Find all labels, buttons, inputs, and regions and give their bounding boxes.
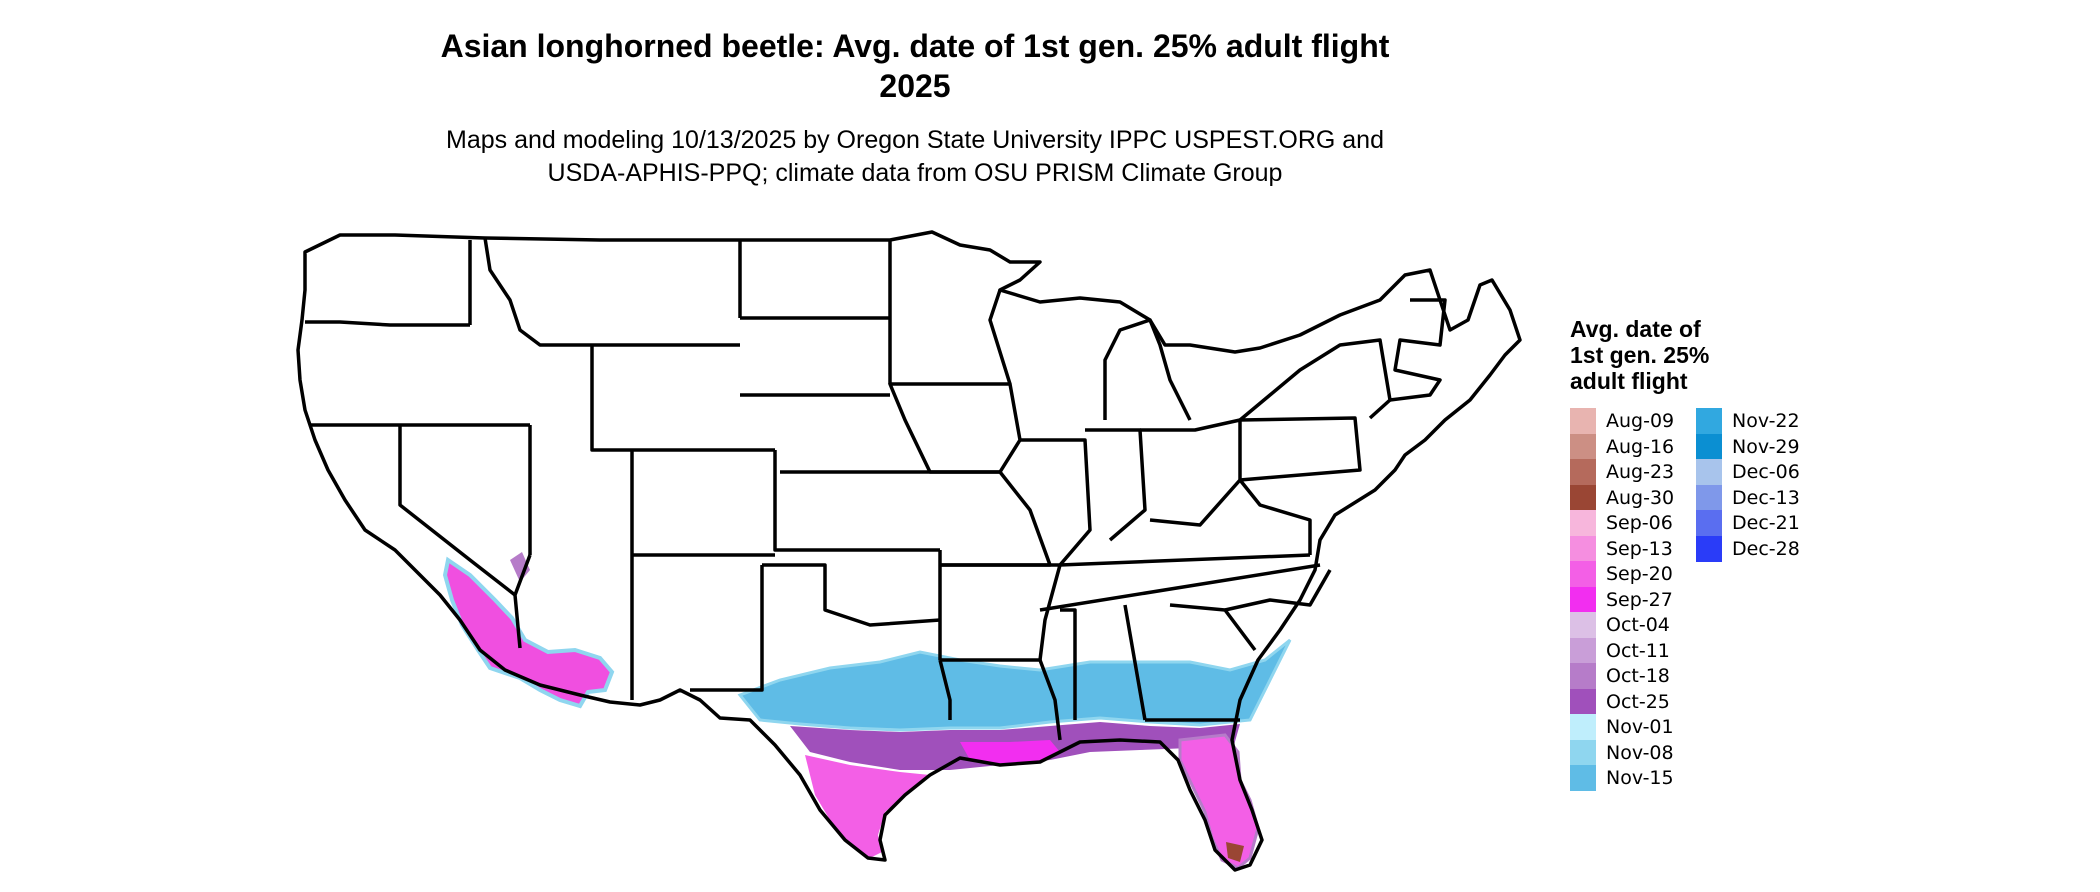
- legend-label: Aug-30: [1606, 486, 1675, 509]
- legend-label: Oct-18: [1606, 665, 1670, 687]
- legend-label: Dec-28: [1732, 537, 1800, 560]
- border-ny: [1238, 338, 1392, 422]
- border-la-ms: [1038, 659, 1062, 741]
- legend-label: Oct-04: [1606, 614, 1670, 636]
- border-ky-tn: [1059, 553, 1311, 567]
- legend-swatch: [1570, 739, 1596, 766]
- region-gulf-blue: [737, 638, 1292, 732]
- legend: Avg. date of 1st gen. 25% adult flight A…: [1570, 316, 1950, 791]
- map-subtitle: Maps and modeling 10/13/2025 by Oregon S…: [0, 124, 1830, 190]
- region-louisiana-coast: [960, 740, 1060, 765]
- border-al-ga: [1123, 604, 1147, 721]
- legend-label: Nov-29: [1732, 435, 1800, 458]
- border-mn-wi: [988, 289, 1012, 385]
- border-in: [1085, 428, 1147, 542]
- legend-swatch: [1696, 459, 1722, 485]
- map-title: Asian longhorned beetle: Avg. date of 1s…: [0, 26, 1830, 106]
- border-ia: [888, 382, 1022, 474]
- legend-swatch: [1570, 408, 1596, 434]
- legend-label: Sep-20: [1606, 563, 1673, 585]
- country-outline: [296, 230, 1522, 872]
- legend-swatch: [1570, 586, 1596, 613]
- legend-label: Sep-13: [1606, 537, 1673, 560]
- border-new-england: [1389, 298, 1447, 402]
- state-borders: [296, 230, 1522, 872]
- border-wa-or: [305, 320, 470, 327]
- border-ms-al: [1060, 608, 1077, 720]
- border-wy-co: [590, 345, 775, 452]
- legend-label: Nov-15: [1606, 767, 1674, 789]
- border-il: [1020, 438, 1092, 567]
- legend-title-line: adult flight: [1570, 368, 1688, 394]
- legend-label: Aug-09: [1606, 410, 1675, 432]
- border-nm-tx: [690, 565, 764, 692]
- region-florida: [1178, 733, 1260, 870]
- legend-swatch: [1696, 510, 1722, 536]
- prediction-areas: [442, 552, 1292, 870]
- subtitle-line-1: Maps and modeling 10/13/2025 by Oregon S…: [446, 126, 1384, 154]
- border-nv-az: [513, 554, 532, 649]
- border-mo: [930, 470, 1052, 567]
- region-florida-tip: [1226, 842, 1244, 862]
- border-pa: [1239, 416, 1362, 482]
- border-ga-sc: [1169, 603, 1257, 652]
- legend-label: Dec-21: [1732, 512, 1800, 534]
- legend-title-line: 1st gen. 25%: [1570, 342, 1710, 368]
- legend-swatch: [1570, 535, 1596, 562]
- legend-label: Oct-25: [1606, 690, 1670, 713]
- legend-swatch: [1570, 459, 1596, 485]
- legend-swatch: [1570, 637, 1596, 664]
- legend-swatch: [1570, 433, 1596, 460]
- border-id-mt: [483, 237, 592, 347]
- region-sw-desert-edge: [510, 552, 530, 582]
- legend-label: Nov-01: [1606, 716, 1674, 738]
- legend-label: Nov-08: [1606, 741, 1674, 764]
- region-south-texas: [805, 755, 930, 858]
- legend-label: Sep-27: [1606, 588, 1673, 611]
- legend-swatch: [1570, 688, 1596, 715]
- legend-swatch: [1570, 561, 1596, 587]
- legend-label: Aug-23: [1606, 461, 1675, 483]
- legend-label: Dec-13: [1732, 486, 1800, 509]
- border-ca-nv: [398, 425, 517, 597]
- legend-label: Aug-16: [1606, 435, 1675, 458]
- border-tn: [1039, 563, 1321, 612]
- title-year: 2025: [879, 68, 951, 104]
- legend-swatch: [1570, 765, 1596, 791]
- legend-title-line: Avg. date of: [1570, 316, 1701, 342]
- border-ar: [940, 563, 1062, 662]
- legend-label: Oct-11: [1606, 639, 1670, 662]
- border-mi-lower: [1103, 318, 1192, 421]
- legend-swatch: [1570, 714, 1596, 740]
- legend-swatch: [1570, 510, 1596, 536]
- legend-swatch: [1570, 612, 1596, 638]
- border-ok-tx: [762, 563, 941, 627]
- legend-label: Nov-22: [1732, 410, 1800, 432]
- legend-swatch: [1696, 535, 1722, 562]
- legend-label: Sep-06: [1606, 512, 1673, 534]
- border-tx-la: [938, 659, 952, 720]
- legend-label: Dec-06: [1732, 461, 1800, 483]
- legend-swatch: [1570, 484, 1596, 511]
- border-wv-va: [1238, 478, 1312, 555]
- border-carolinas: [1224, 569, 1332, 612]
- legend-swatch: [1570, 663, 1596, 689]
- legend-title: Avg. date of 1st gen. 25% adult flight: [1570, 316, 1790, 394]
- border-ks-ok: [773, 450, 940, 552]
- subtitle-line-2: USDA-APHIS-PPQ; climate data from OSU PR…: [547, 159, 1283, 187]
- title-line: Asian longhorned beetle: Avg. date of 1s…: [440, 28, 1390, 64]
- legend-swatch: [1696, 433, 1722, 460]
- border-oh: [1140, 418, 1242, 527]
- legend-swatch: [1696, 484, 1722, 511]
- legend-swatch: [1696, 408, 1722, 434]
